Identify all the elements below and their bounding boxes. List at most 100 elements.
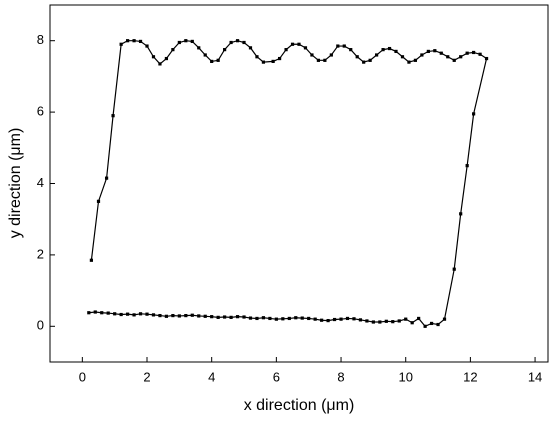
data-point [294, 316, 298, 320]
data-point [177, 314, 181, 318]
data-point [345, 316, 350, 321]
data-point [96, 199, 101, 203]
data-point [281, 317, 285, 321]
data-point [171, 48, 175, 52]
data-point [119, 312, 123, 317]
data-point [223, 48, 227, 52]
x-tick-label: 12 [463, 369, 477, 384]
data-point [307, 316, 311, 321]
data-point [429, 321, 434, 326]
data-point [446, 55, 450, 59]
data-point [104, 176, 109, 180]
data-point [93, 310, 97, 314]
data-point [164, 314, 169, 318]
data-point [197, 46, 201, 50]
data-point [287, 316, 291, 321]
data-point [320, 318, 324, 322]
data-point [400, 55, 405, 59]
data-point [184, 313, 188, 318]
data-point [368, 58, 372, 62]
y-tick-label: 2 [37, 246, 44, 261]
data-point [297, 42, 301, 46]
data-point [378, 320, 382, 324]
data-point [316, 58, 321, 62]
data-point [391, 320, 395, 324]
data-point [472, 112, 476, 116]
data-point [106, 311, 110, 315]
data-point [235, 39, 240, 43]
data-point [426, 49, 430, 54]
data-point [352, 317, 356, 321]
y-tick-label: 6 [37, 104, 44, 119]
data-point [89, 258, 93, 262]
data-point [210, 59, 214, 64]
data-point [413, 58, 418, 62]
data-point [223, 315, 227, 319]
data-point [452, 58, 456, 62]
data-point [151, 313, 156, 317]
data-point [313, 317, 317, 321]
data-point [439, 51, 443, 55]
data-point [145, 312, 149, 316]
data-point [151, 55, 156, 59]
data-point [465, 51, 469, 55]
data-point [229, 40, 233, 45]
data-point [332, 317, 337, 322]
data-point [145, 44, 149, 48]
data-point [100, 311, 104, 315]
plot-frame [49, 4, 549, 363]
data-point [417, 316, 421, 321]
data-point [268, 316, 272, 321]
x-tick-label: 4 [208, 369, 215, 384]
data-point [119, 42, 123, 46]
data-point [242, 315, 246, 319]
data-point [436, 322, 440, 327]
data-point [336, 44, 340, 48]
data-point [190, 313, 194, 317]
data-point [472, 50, 476, 55]
data-point [300, 316, 304, 320]
data-point [229, 315, 233, 319]
data-point [362, 60, 366, 64]
data-point [484, 56, 489, 61]
data-point [164, 56, 169, 61]
y-axis-label: y direction (μm) [7, 128, 24, 239]
data-point [274, 317, 278, 321]
x-tick-label: 10 [398, 369, 412, 384]
data-point [261, 60, 266, 64]
data-point [397, 319, 401, 323]
data-point [452, 267, 456, 271]
x-tick-label: 6 [273, 369, 280, 384]
data-point [111, 114, 115, 118]
data-point [326, 318, 330, 323]
data-point [203, 314, 207, 318]
data-point [184, 39, 188, 43]
data-point [310, 53, 314, 57]
data-point [465, 164, 469, 168]
data-point [404, 317, 408, 321]
data-point [384, 319, 388, 323]
data-point [210, 315, 214, 319]
data-point [235, 315, 240, 319]
x-tick-label: 2 [143, 369, 150, 384]
data-point [255, 55, 259, 59]
y-tick-label: 0 [37, 318, 44, 333]
data-point [284, 48, 288, 52]
data-point [126, 39, 130, 43]
data-point [387, 46, 392, 51]
x-tick-label: 14 [528, 369, 542, 384]
data-point [177, 40, 181, 45]
data-point [190, 39, 194, 44]
data-point [423, 324, 427, 328]
data-point [329, 53, 333, 57]
data-point [126, 312, 130, 316]
data-point [271, 59, 275, 64]
data-point [459, 212, 463, 216]
data-point [358, 318, 363, 322]
data-point [242, 40, 246, 45]
data-point [138, 39, 143, 44]
data-point [375, 53, 379, 57]
data-point [132, 39, 136, 43]
x-tick-label: 0 [79, 369, 86, 384]
y-tick-label: 8 [37, 32, 44, 47]
